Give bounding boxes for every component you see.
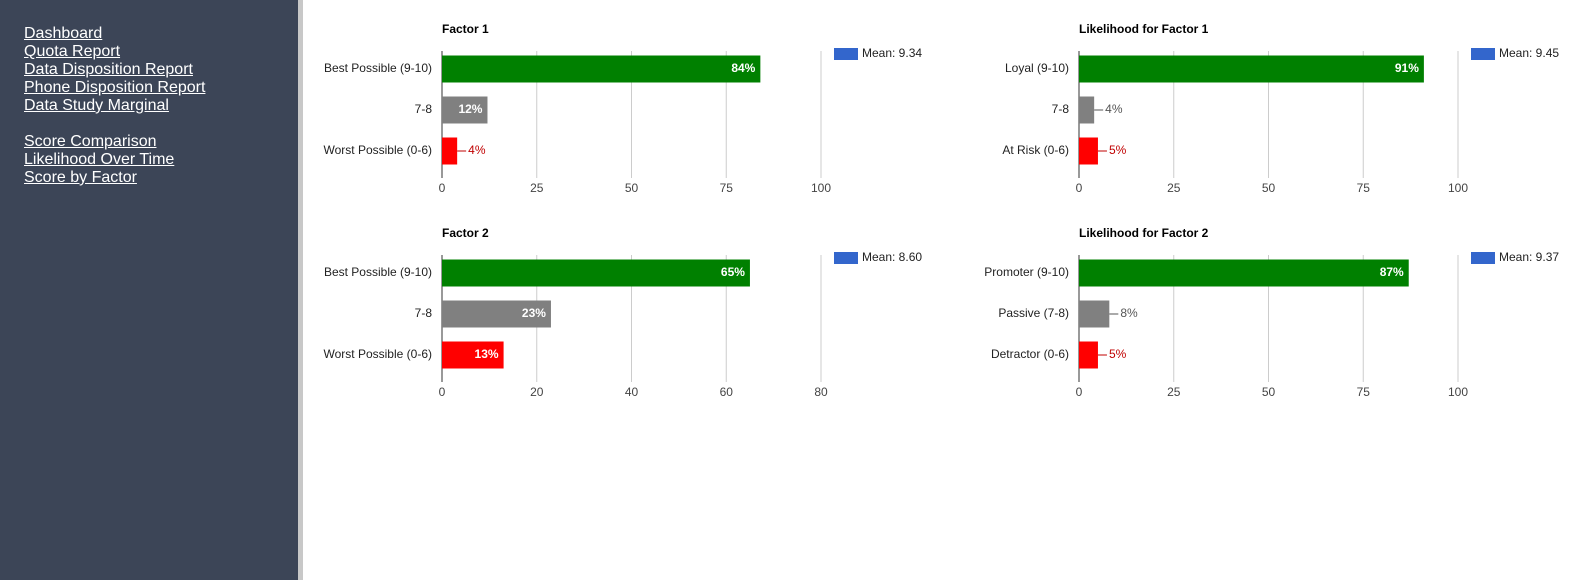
bar bbox=[442, 55, 761, 83]
category-label: Promoter (9-10) bbox=[984, 265, 1069, 279]
legend-swatch bbox=[1471, 252, 1495, 264]
bar bbox=[442, 259, 750, 287]
category-label: Detractor (0-6) bbox=[991, 347, 1069, 361]
category-label: Loyal (9-10) bbox=[1005, 61, 1069, 75]
nav-group-reports: Dashboard Quota Report Data Disposition … bbox=[24, 25, 205, 115]
x-tick-label: 25 bbox=[1167, 385, 1181, 399]
nav-link-score-by-factor[interactable]: Score by Factor bbox=[24, 169, 137, 186]
nav-link-score-comparison[interactable]: Score Comparison bbox=[24, 133, 157, 150]
data-label: 87% bbox=[1380, 265, 1404, 279]
data-label: 4% bbox=[468, 143, 486, 157]
legend-label: Mean: 9.37 bbox=[1499, 250, 1559, 264]
legend-label: Mean: 9.34 bbox=[862, 46, 922, 60]
legend-swatch bbox=[1471, 48, 1495, 60]
category-label: Passive (7-8) bbox=[998, 306, 1069, 320]
nav-link-dashboard[interactable]: Dashboard bbox=[24, 25, 103, 42]
x-tick-label: 25 bbox=[530, 181, 544, 195]
data-label: 65% bbox=[721, 265, 745, 279]
bar bbox=[1079, 55, 1424, 83]
chart-title: Factor 1 bbox=[442, 22, 489, 36]
data-label: 23% bbox=[522, 306, 546, 320]
chart-factor-1: Factor 1 0 25 50 75 100 Best Possible (9-10) 84… bbox=[324, 22, 923, 195]
legend-swatch bbox=[834, 252, 858, 264]
data-label: 5% bbox=[1109, 143, 1127, 157]
nav-link-quota-report[interactable]: Quota Report bbox=[24, 43, 121, 60]
data-label: 8% bbox=[1120, 306, 1138, 320]
bar bbox=[442, 137, 458, 165]
legend-label: Mean: 9.45 bbox=[1499, 46, 1559, 60]
x-tick-label: 80 bbox=[814, 385, 828, 399]
legend-swatch bbox=[834, 48, 858, 60]
category-label: 7-8 bbox=[415, 102, 433, 116]
nav-link-data-study-marginal[interactable]: Data Study Marginal bbox=[24, 97, 169, 114]
category-label: Worst Possible (0-6) bbox=[324, 347, 432, 361]
category-label: 7-8 bbox=[1052, 102, 1070, 116]
x-tick-label: 75 bbox=[1357, 181, 1371, 195]
chart-title: Likelihood for Factor 1 bbox=[1079, 22, 1209, 36]
category-label: At Risk (0-6) bbox=[1002, 143, 1069, 157]
x-tick-label: 50 bbox=[1262, 181, 1276, 195]
chart-title: Likelihood for Factor 2 bbox=[1079, 226, 1209, 240]
x-tick-label: 50 bbox=[625, 181, 639, 195]
x-tick-label: 50 bbox=[1262, 385, 1276, 399]
x-tick-label: 0 bbox=[1076, 385, 1083, 399]
bar bbox=[442, 300, 551, 328]
bar bbox=[442, 341, 504, 369]
x-tick-label: 75 bbox=[720, 181, 734, 195]
x-tick-label: 100 bbox=[1448, 181, 1468, 195]
x-tick-label: 20 bbox=[530, 385, 544, 399]
x-tick-label: 25 bbox=[1167, 181, 1181, 195]
data-label: 13% bbox=[475, 347, 499, 361]
x-tick-label: 0 bbox=[1076, 181, 1083, 195]
data-label: 12% bbox=[458, 102, 482, 116]
bar bbox=[1079, 137, 1098, 165]
bar bbox=[1079, 300, 1110, 328]
data-label: 84% bbox=[731, 61, 755, 75]
chart-title: Factor 2 bbox=[442, 226, 489, 240]
bar bbox=[442, 96, 488, 124]
x-tick-label: 100 bbox=[1448, 385, 1468, 399]
chart-likelihood-factor-2: Likelihood for Factor 2 0 25 50 75 100 Promote… bbox=[984, 226, 1559, 399]
nav-link-phone-disposition-report[interactable]: Phone Disposition Report bbox=[24, 79, 206, 96]
category-label: 7-8 bbox=[415, 306, 433, 320]
x-tick-label: 75 bbox=[1357, 385, 1371, 399]
category-label: Best Possible (9-10) bbox=[324, 265, 432, 279]
x-tick-label: 40 bbox=[625, 385, 639, 399]
x-tick-label: 60 bbox=[720, 385, 734, 399]
category-label: Best Possible (9-10) bbox=[324, 61, 432, 75]
sidebar-divider bbox=[298, 0, 303, 580]
legend-label: Mean: 8.60 bbox=[862, 250, 922, 264]
chart-factor-2: Factor 2 0 20 40 60 80 Best Possible (9-10) 65%… bbox=[324, 226, 923, 399]
x-tick-label: 0 bbox=[439, 181, 446, 195]
data-label: 5% bbox=[1109, 347, 1127, 361]
x-tick-label: 100 bbox=[811, 181, 831, 195]
data-label: 4% bbox=[1105, 102, 1123, 116]
category-label: Worst Possible (0-6) bbox=[324, 143, 432, 157]
bar bbox=[1079, 96, 1095, 124]
bar bbox=[1079, 259, 1409, 287]
nav-group-analysis: Score Comparison Likelihood Over Time Sc… bbox=[24, 133, 174, 187]
data-label: 91% bbox=[1395, 61, 1419, 75]
sidebar: Dashboard Quota Report Data Disposition … bbox=[0, 0, 298, 580]
x-tick-label: 0 bbox=[439, 385, 446, 399]
nav-link-data-disposition-report[interactable]: Data Disposition Report bbox=[24, 61, 193, 78]
chart-likelihood-factor-1: Likelihood for Factor 1 0 25 50 75 100 Loyal (… bbox=[1002, 22, 1559, 195]
bar bbox=[1079, 341, 1098, 369]
nav-link-likelihood-over-time[interactable]: Likelihood Over Time bbox=[24, 151, 175, 168]
